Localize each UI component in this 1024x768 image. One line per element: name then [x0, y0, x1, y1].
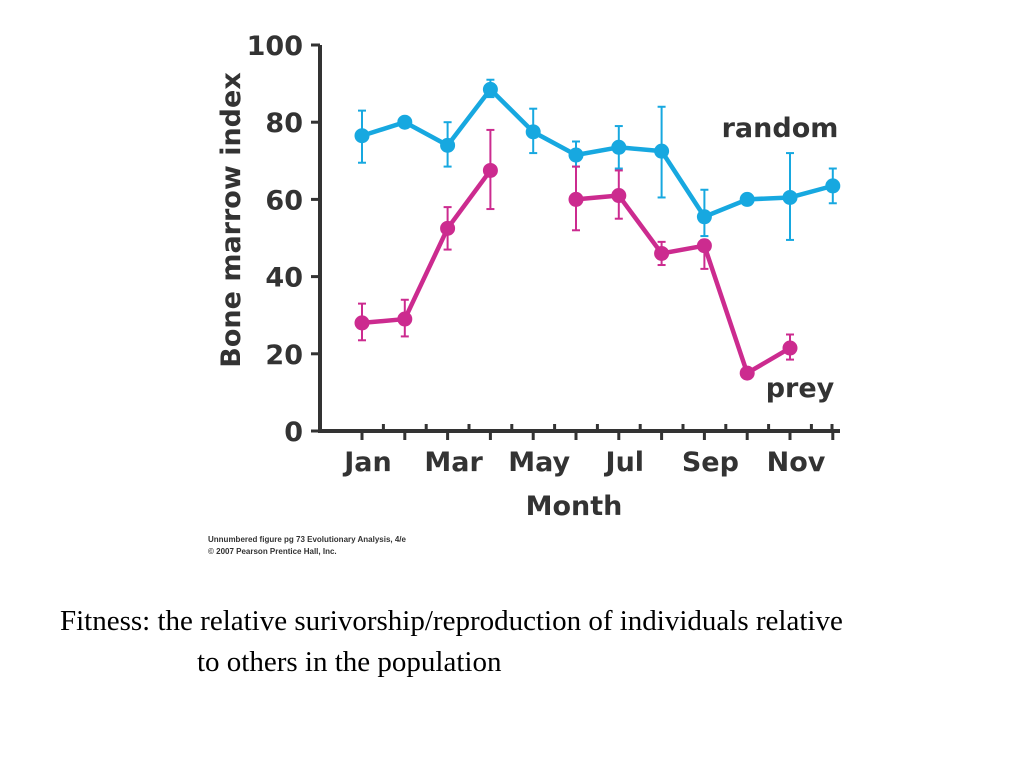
caption-line-1: Fitness: the relative surivorship/reprod…: [60, 605, 843, 637]
x-tick-label: Mar: [424, 447, 483, 478]
data-point-random: [482, 81, 498, 97]
y-tick-label: 0: [284, 417, 303, 448]
series-line-prey: [702, 243, 750, 376]
data-point-prey: [568, 191, 584, 207]
series-random: random: [354, 78, 841, 241]
series-line-prey: [445, 168, 493, 231]
figure-credit-line-1: Unnumbered figure pg 73 Evolutionary Ana…: [208, 535, 406, 544]
data-point-prey: [654, 245, 670, 261]
chart-text: Bone marrow index Month: [216, 72, 622, 522]
data-point-random: [611, 139, 627, 155]
series-label-random: random: [722, 113, 839, 144]
series-line-prey: [616, 193, 664, 256]
bone-marrow-chart: 0 20 40 60 80 100 Jan Mar May Jul Sep Nov random pre…: [216, 31, 841, 522]
y-tick-label: 60: [265, 185, 303, 216]
data-point-prey: [397, 311, 413, 327]
x-axis-label: Month: [526, 491, 623, 522]
x-tick-label: Nov: [767, 447, 826, 478]
data-point-prey: [440, 220, 456, 236]
y-tick-label: 40: [265, 263, 303, 294]
series-line-random: [530, 129, 579, 158]
data-point-prey: [354, 315, 370, 331]
x-tick-label: May: [508, 447, 570, 478]
x-tick-label: Sep: [682, 447, 739, 478]
series-line-random: [488, 87, 536, 135]
data-point-random: [825, 178, 841, 194]
data-point-random: [782, 189, 798, 205]
data-point-random: [739, 191, 755, 207]
y-tick-label: 20: [265, 340, 303, 371]
data-point-prey: [739, 365, 755, 381]
series-line-random: [445, 87, 493, 148]
data-point-random: [654, 143, 670, 159]
data-point-random: [397, 114, 413, 130]
x-tick-label: Jul: [604, 447, 645, 478]
data-point-prey: [696, 238, 712, 254]
series-line-prey: [402, 226, 450, 322]
chart-series: random prey: [354, 78, 841, 404]
series-prey: prey: [354, 128, 835, 404]
y-axis-label: Bone marrow index: [216, 72, 247, 367]
series-label-prey: prey: [766, 373, 835, 404]
data-point-prey: [782, 340, 798, 356]
data-point-random: [440, 137, 456, 153]
y-tick-label: 100: [247, 31, 303, 62]
data-point-random: [354, 128, 370, 144]
y-tick-label: 80: [265, 108, 303, 139]
series-line-random: [402, 119, 450, 148]
series-line-prey: [744, 345, 793, 376]
x-tick-label: Jan: [342, 447, 392, 478]
series-line-random: [659, 148, 707, 220]
data-point-random: [525, 124, 541, 140]
data-point-random: [568, 147, 584, 163]
data-point-random: [696, 209, 712, 225]
data-point-prey: [482, 162, 498, 178]
chart-axes: 0 20 40 60 80 100 Jan Mar May Jul Sep Nov: [247, 31, 840, 478]
caption-line-2: to others in the population: [197, 646, 502, 678]
data-point-prey: [611, 188, 627, 204]
series-line-random: [702, 197, 750, 220]
figure-credit-line-2: © 2007 Pearson Prentice Hall, Inc.: [208, 547, 337, 556]
